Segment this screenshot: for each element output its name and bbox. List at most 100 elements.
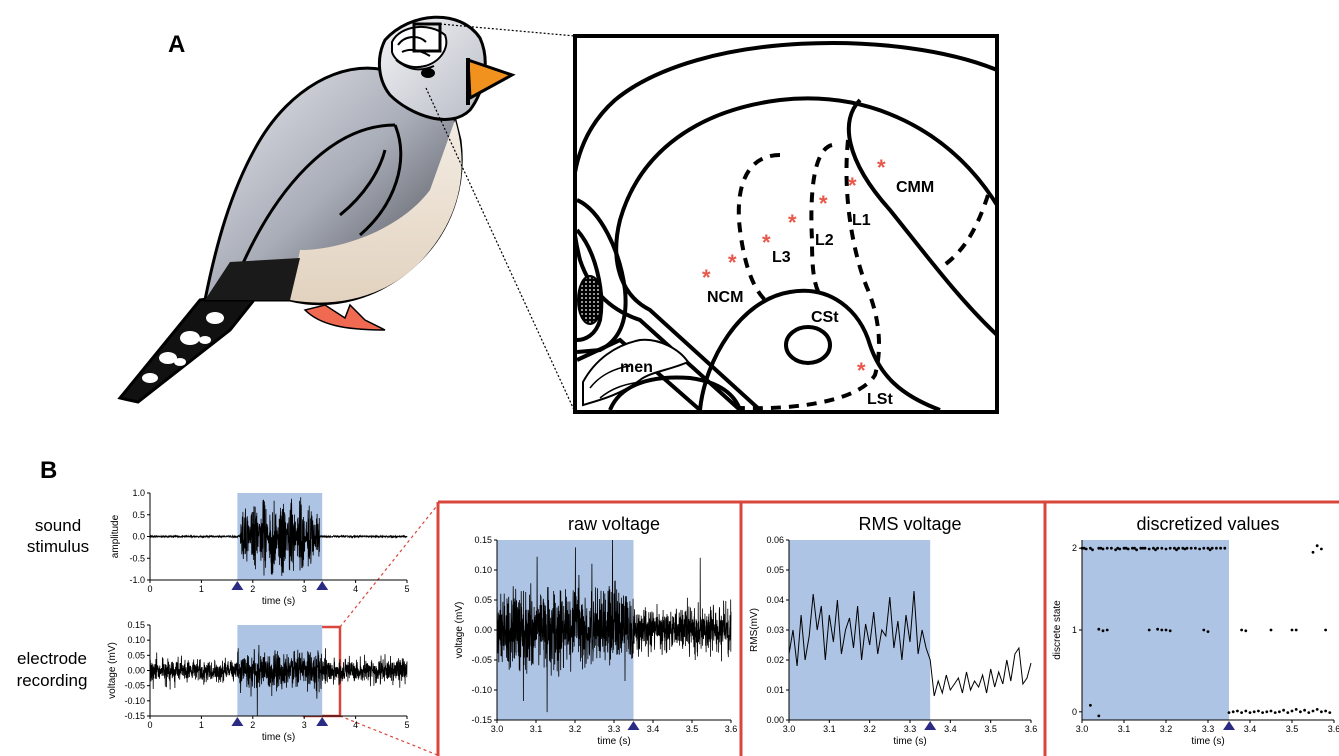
- region-label-lst: LSt: [867, 391, 893, 408]
- stimulus-onset-marker: [628, 721, 640, 730]
- data-point: [1223, 547, 1226, 550]
- data-point: [1202, 547, 1205, 550]
- data-point: [1198, 548, 1201, 551]
- data-point: [1307, 711, 1310, 714]
- x-tick-label: 3.3: [1202, 724, 1215, 734]
- y-tick-label: 1: [1072, 625, 1077, 635]
- x-tick-label: 3.5: [984, 724, 997, 734]
- data-point: [1249, 711, 1252, 714]
- data-point: [1316, 708, 1319, 711]
- y-tick-label: 0.01: [766, 685, 784, 695]
- data-point: [1240, 711, 1243, 714]
- data-point: [1228, 711, 1231, 714]
- row-label-electrode-recording: electrode recording: [17, 649, 88, 690]
- data-point: [1102, 548, 1105, 551]
- x-axis-title: time (s): [1191, 736, 1224, 747]
- region-label-men: men: [620, 359, 653, 376]
- y-tick-label: 0.05: [127, 650, 145, 660]
- y-tick-label: 0: [1072, 707, 1077, 717]
- y-tick-label: 1.0: [132, 488, 145, 498]
- data-point: [1097, 628, 1100, 631]
- region-label-l1: L1: [852, 212, 871, 229]
- region-label-l3: L3: [772, 249, 791, 266]
- star-marker: *: [788, 210, 797, 235]
- brain-section-diagram: CMM L1 L2 L3 NCM CSt men LSt * * * * * *…: [572, 36, 997, 412]
- data-point: [1244, 710, 1247, 713]
- data-point: [1257, 710, 1260, 713]
- x-tick-label: 3.6: [1025, 724, 1038, 734]
- x-tick-label: 3.0: [1076, 724, 1089, 734]
- data-point: [1190, 547, 1193, 550]
- star-marker: *: [857, 358, 866, 383]
- data-point: [1091, 548, 1094, 551]
- x-axis-title: time (s): [597, 736, 630, 747]
- data-point: [1324, 629, 1327, 632]
- y-tick-label: 0.15: [474, 535, 492, 545]
- stimulus-onset-marker: [316, 581, 328, 590]
- data-point: [1278, 710, 1281, 713]
- data-point: [1320, 548, 1323, 551]
- x-axis-title: time (s): [262, 732, 295, 743]
- data-point: [1156, 628, 1159, 631]
- data-point: [1261, 711, 1264, 714]
- y-tick-label: -1.0: [129, 575, 145, 585]
- x-axis-title: time (s): [893, 736, 926, 747]
- y-axis-title: amplitude: [110, 514, 121, 558]
- region-label-cst: CSt: [811, 309, 839, 326]
- data-point: [1236, 710, 1239, 713]
- x-tick-label: 3: [302, 584, 307, 594]
- chart-title: discretized values: [1136, 514, 1279, 534]
- data-point: [1089, 704, 1092, 707]
- x-tick-label: 4: [353, 720, 358, 730]
- zebra-finch-illustration: [120, 17, 512, 402]
- x-tick-label: 3.5: [686, 724, 699, 734]
- x-tick-label: 3.6: [725, 724, 738, 734]
- data-point: [1286, 711, 1289, 714]
- x-tick-label: 3.0: [491, 724, 504, 734]
- x-tick-label: 3.1: [823, 724, 836, 734]
- star-marker: *: [728, 250, 737, 275]
- x-tick-label: 3.2: [863, 724, 876, 734]
- chart-raw-voltage: 3.0 3.1 3.2 3.3 3.4 3.5 3.6 0.15 0.10 0.05 0.00 -0.…: [454, 514, 737, 747]
- x-tick-label: 3.3: [904, 724, 917, 734]
- star-marker: *: [819, 191, 828, 216]
- data-point: [1244, 629, 1247, 632]
- row-label-sound-stimulus: sound stimulus: [27, 516, 89, 556]
- y-axis-title: voltage (mV): [454, 602, 465, 659]
- chart-title: RMS voltage: [858, 514, 961, 534]
- x-tick-label: 1: [199, 584, 204, 594]
- region-label-l2: L2: [815, 232, 834, 249]
- data-point: [1148, 548, 1151, 551]
- data-point: [1165, 548, 1168, 551]
- y-axis-title: voltage (mV): [107, 642, 118, 699]
- data-point: [1135, 548, 1138, 551]
- data-point: [1097, 715, 1100, 718]
- y-tick-label: -0.15: [124, 711, 145, 721]
- y-tick-label: 0.00: [127, 666, 145, 676]
- y-tick-label: -0.10: [471, 685, 492, 695]
- data-point: [1270, 710, 1273, 713]
- y-tick-label: 0.03: [766, 625, 784, 635]
- zoom-line-bottom: [426, 88, 575, 412]
- y-tick-label: 0.00: [474, 625, 492, 635]
- data-point: [1219, 547, 1222, 550]
- data-point: [1186, 547, 1189, 550]
- data-point: [1160, 629, 1163, 632]
- data-point: [1274, 711, 1277, 714]
- x-tick-label: 3.0: [783, 724, 796, 734]
- data-point: [1177, 547, 1180, 550]
- data-point: [1160, 547, 1163, 550]
- x-tick-label: 5: [404, 720, 409, 730]
- data-point: [1169, 547, 1172, 550]
- star-marker: *: [877, 155, 886, 180]
- y-tick-label: -0.05: [124, 681, 145, 691]
- x-tick-label: 1: [199, 720, 204, 730]
- data-point: [1102, 629, 1105, 632]
- data-point: [1106, 629, 1109, 632]
- region-label-ncm: NCM: [707, 289, 743, 306]
- data-point: [1291, 710, 1294, 713]
- y-tick-label: -0.05: [471, 655, 492, 665]
- chart-title: raw voltage: [568, 514, 660, 534]
- y-axis-title: discrete state: [1052, 600, 1063, 660]
